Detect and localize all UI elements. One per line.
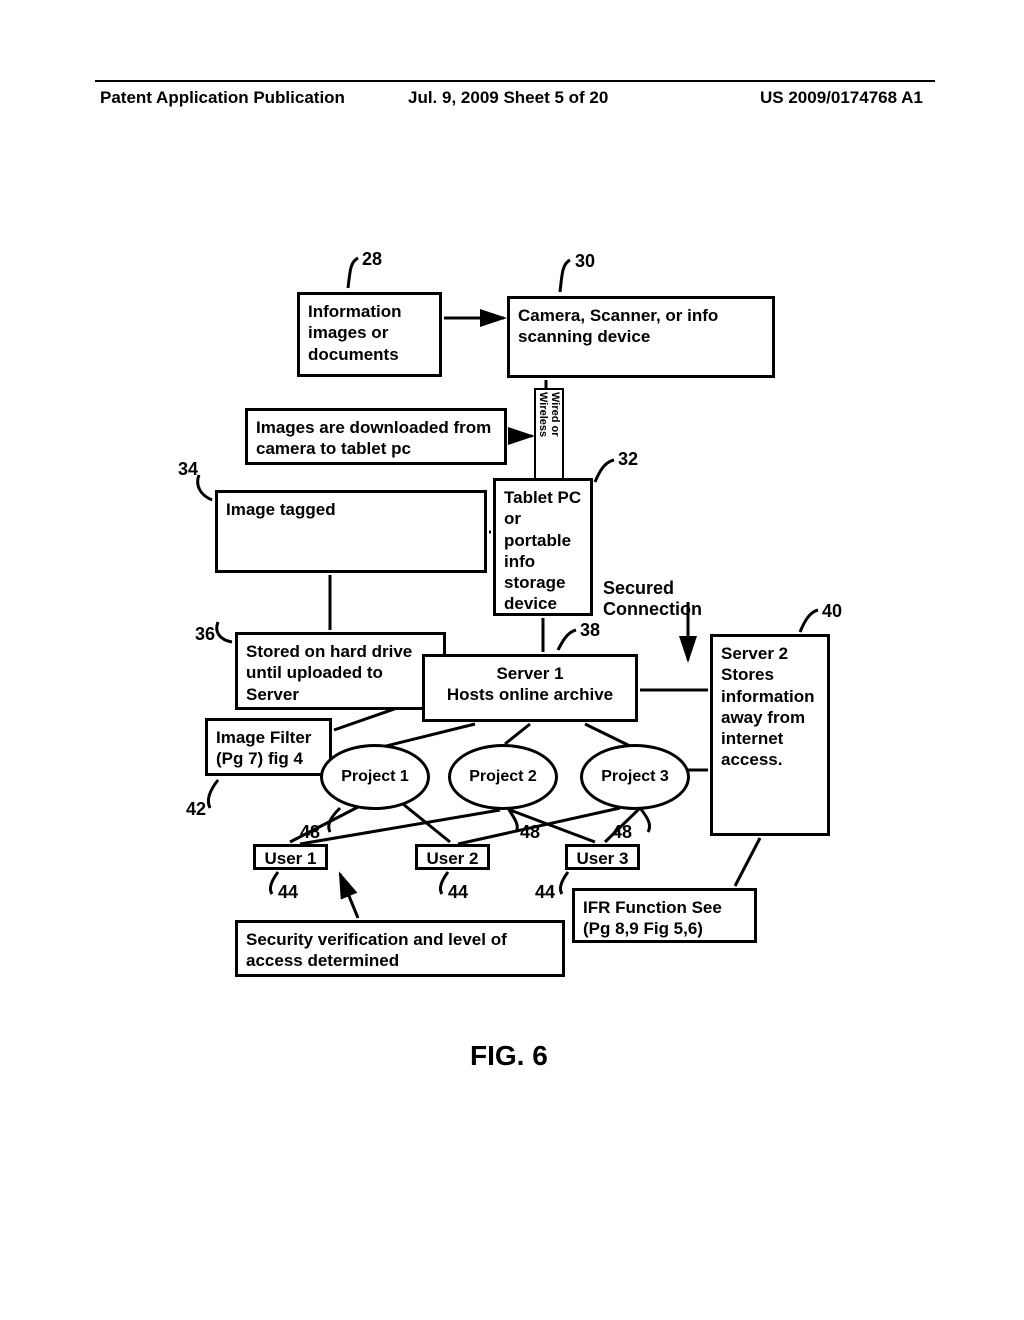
project1-label: Project 1 (341, 768, 409, 786)
svg-text:44: 44 (535, 882, 555, 902)
box-download: Images are downloaded from camera to tab… (245, 408, 507, 465)
svg-text:28: 28 (362, 249, 382, 269)
box-stored-harddrive: Stored on hard drive until uploaded to S… (235, 632, 446, 710)
svg-text:42: 42 (186, 799, 206, 819)
box-user1: User 1 (253, 844, 328, 870)
header-right: US 2009/0174768 A1 (760, 88, 923, 108)
box-image-tagged: Image tagged (215, 490, 487, 573)
svg-text:34: 34 (178, 459, 198, 479)
svg-text:32: 32 (618, 449, 638, 469)
box-camera-scanner: Camera, Scanner, or info scanning device (507, 296, 775, 378)
box-security: Security verification and level of acces… (235, 920, 565, 977)
svg-text:40: 40 (822, 601, 842, 621)
project2-label: Project 2 (469, 768, 537, 786)
header-left: Patent Application Publication (100, 88, 345, 108)
ellipse-project3: Project 3 (580, 744, 690, 810)
label-secured-connection: Secured Connection (603, 578, 713, 619)
box-ifr: IFR Function See (Pg 8,9 Fig 5,6) (572, 888, 757, 943)
svg-text:38: 38 (580, 620, 600, 640)
svg-text:44: 44 (448, 882, 468, 902)
box-image-filter: Image Filter (Pg 7) fig 4 (205, 718, 332, 776)
svg-text:30: 30 (575, 251, 595, 271)
svg-text:36: 36 (195, 624, 215, 644)
label-wired-wireless: Wired or Wireless (534, 388, 564, 480)
page: Patent Application Publication Jul. 9, 2… (0, 0, 1024, 1320)
box-information: Information images or documents (297, 292, 442, 377)
svg-text:48: 48 (300, 822, 320, 842)
box-user3: User 3 (565, 844, 640, 870)
svg-text:48: 48 (520, 822, 540, 842)
box-user2: User 2 (415, 844, 490, 870)
figure-caption: FIG. 6 (470, 1040, 548, 1072)
box-server2: Server 2 Stores information away from in… (710, 634, 830, 836)
box-server1: Server 1 Hosts online archive (422, 654, 638, 722)
header-rule (95, 80, 935, 82)
svg-text:48: 48 (612, 822, 632, 842)
ellipse-project2: Project 2 (448, 744, 558, 810)
header-center: Jul. 9, 2009 Sheet 5 of 20 (408, 88, 608, 108)
box-tablet-pc: Tablet PC or portable info storage devic… (493, 478, 593, 616)
svg-text:44: 44 (278, 882, 298, 902)
project3-label: Project 3 (601, 768, 669, 786)
ellipse-project1: Project 1 (320, 744, 430, 810)
